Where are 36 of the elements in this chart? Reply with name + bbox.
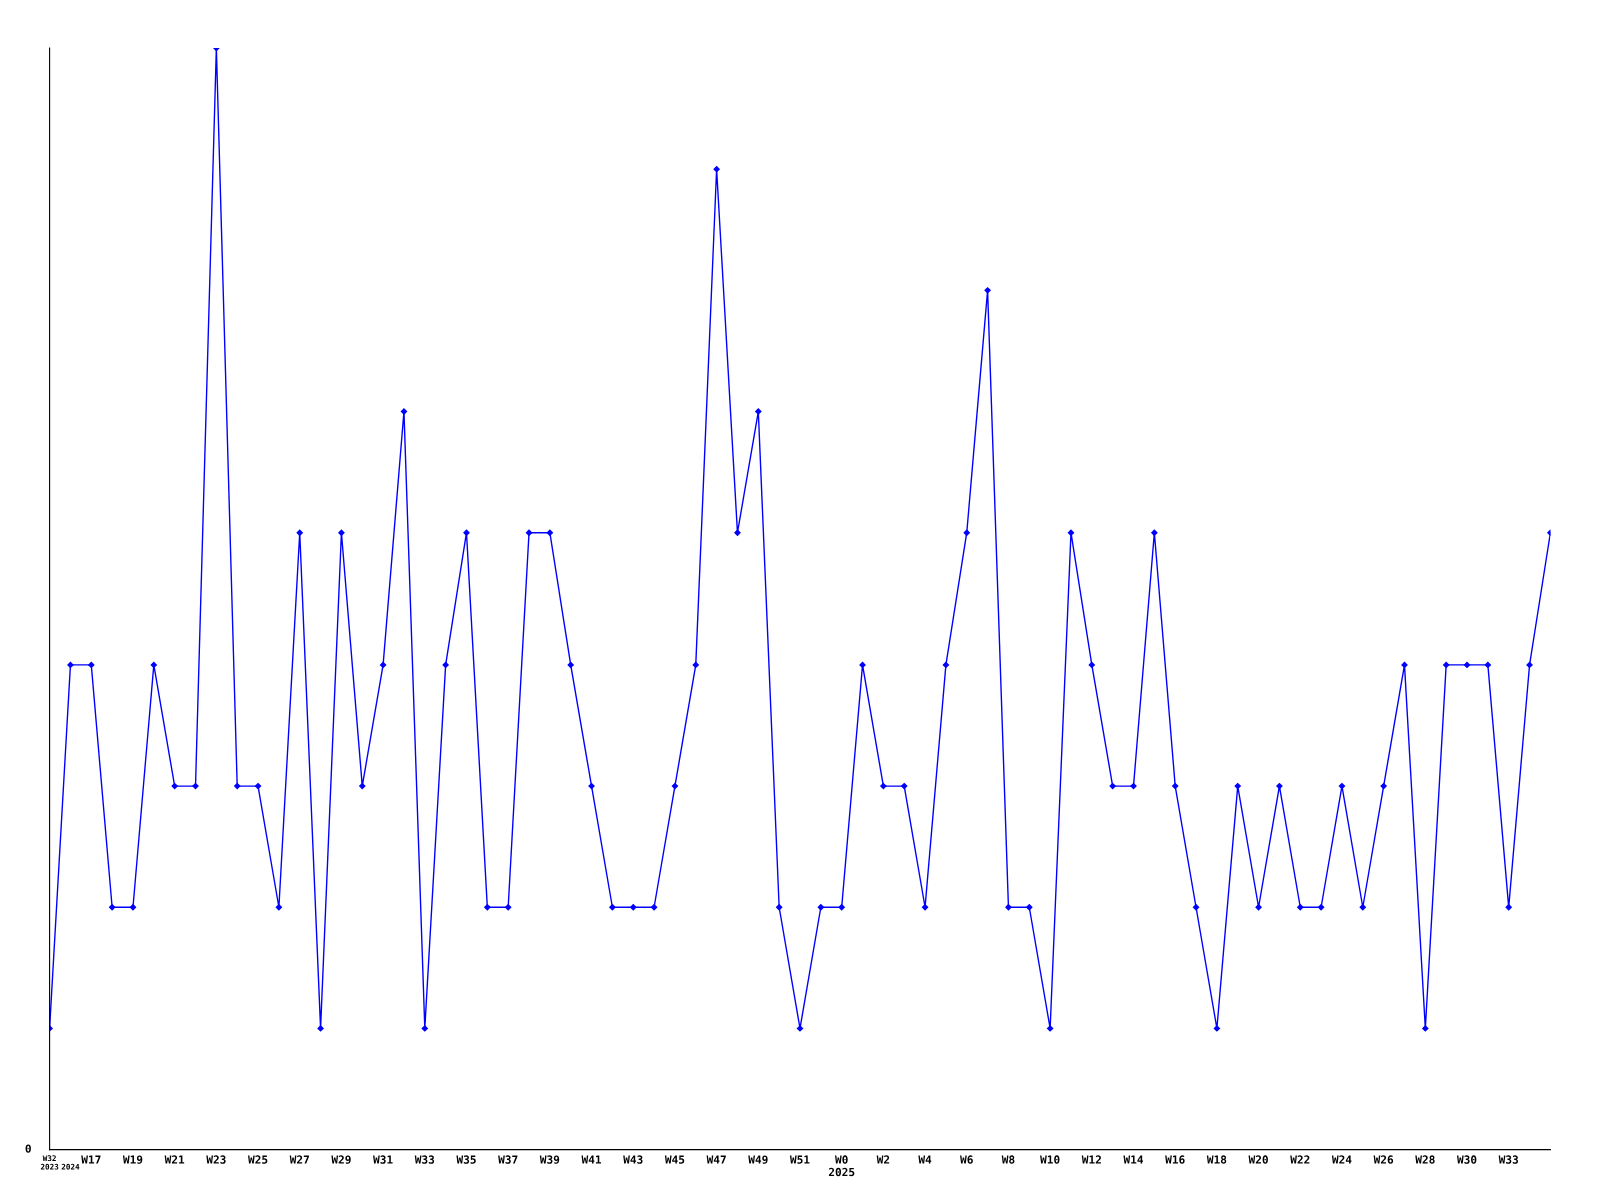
x-tick-label: W31	[373, 1155, 393, 1164]
x-tick-label: W8	[1001, 1155, 1015, 1164]
x-tick-label: W27	[289, 1155, 309, 1164]
x-tick-label: W26	[1373, 1155, 1394, 1164]
x-tick-label: W33	[1498, 1155, 1519, 1164]
x-tick-label: W37	[498, 1155, 518, 1164]
x-tick-label: W33	[414, 1155, 435, 1164]
x-tick-label: W39	[539, 1155, 560, 1164]
x-tick-label: W41	[581, 1155, 602, 1164]
x-tick-label: W47	[706, 1155, 726, 1164]
x-tick-label: W51	[789, 1155, 810, 1164]
x-tick-label: W20	[1248, 1155, 1268, 1164]
x-tick-label: W43	[623, 1155, 643, 1164]
x-tick-label: W16	[1165, 1155, 1185, 1164]
x-tick-label: W21	[164, 1155, 185, 1164]
x-tick-label: W24	[1331, 1155, 1352, 1164]
x-tick-label: W10	[1040, 1155, 1060, 1164]
x-tick-label: W6	[960, 1155, 973, 1164]
x-tick-label: W49	[748, 1155, 768, 1164]
x-tick-label: W12	[1081, 1155, 1101, 1164]
x-tick-label: W19	[122, 1155, 143, 1164]
x-tick-label: W29	[331, 1155, 351, 1164]
x-tick-label: W25	[248, 1155, 268, 1164]
text: 0	[25, 1144, 31, 1153]
x-tick-label: W30	[1456, 1155, 1477, 1164]
x-tick-label: W14	[1123, 1155, 1144, 1164]
x-tick-label: W22	[1290, 1155, 1310, 1164]
x-tick-label: W17	[81, 1155, 101, 1164]
x-tick-label: W45	[664, 1155, 685, 1164]
x-tick-label: W28	[1415, 1155, 1435, 1164]
x-tick-label: W23	[206, 1155, 226, 1164]
x-tick-label: W18	[1206, 1155, 1227, 1164]
x-tick-label: W2	[876, 1155, 890, 1164]
x-tick-label: W35	[456, 1155, 476, 1164]
x-tick-label: W4	[918, 1155, 932, 1164]
x-tick-label: W0 2025	[828, 1155, 855, 1177]
